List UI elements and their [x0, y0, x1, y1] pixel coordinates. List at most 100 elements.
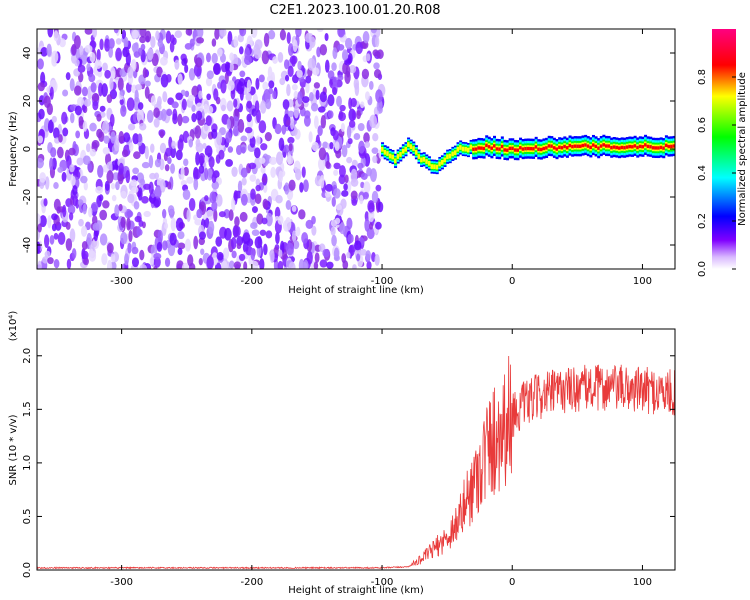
heatmap-cell — [219, 29, 227, 37]
heatmap-cell — [477, 146, 481, 150]
heatmap-cell — [118, 203, 123, 212]
heatmap-cell — [341, 253, 347, 264]
heatmap-cell — [278, 170, 284, 183]
heatmap-cell — [221, 260, 228, 269]
heatmap-cell — [364, 218, 370, 232]
heatmap-cell — [354, 240, 362, 251]
heatmap-cell — [394, 158, 398, 164]
heatmap-cell — [180, 180, 187, 187]
heatmap-cell — [203, 103, 209, 114]
heatmap-cell — [250, 260, 259, 269]
heatmap-cell — [184, 238, 191, 252]
heatmap-cell — [241, 146, 246, 154]
heatmap-cell — [519, 146, 523, 150]
heatmap-cell — [154, 158, 161, 168]
heatmap-cell — [164, 257, 171, 267]
heatmap-cell — [51, 50, 59, 64]
heatmap-cell — [183, 158, 189, 167]
heatmap-cell — [250, 188, 256, 200]
heatmap-cell — [106, 170, 114, 184]
heatmap-cell — [372, 133, 379, 142]
heatmap-cell — [86, 232, 92, 246]
heatmap-cell — [39, 215, 47, 228]
heatmap-cell — [286, 155, 294, 165]
heatmap-cell — [68, 147, 76, 156]
heatmap-cell — [139, 122, 147, 131]
heatmap-cell — [131, 186, 139, 194]
heatmap-cell — [396, 154, 400, 159]
heatmap-cell — [49, 86, 54, 100]
heatmap-cell — [209, 191, 217, 204]
heatmap-cell — [259, 157, 266, 164]
heatmap-cell — [227, 79, 235, 91]
heatmap-cell — [615, 145, 619, 150]
x-tick-label: -300 — [110, 577, 133, 588]
heatmap-cell — [137, 102, 144, 110]
heatmap-cell — [162, 208, 167, 219]
heatmap-cell — [317, 106, 326, 113]
heatmap-cell — [335, 148, 342, 159]
heatmap-cell — [332, 87, 337, 95]
heatmap-cell — [71, 43, 77, 56]
heatmap-cell — [623, 146, 627, 150]
heatmap-cell — [667, 144, 671, 149]
heatmap-cell — [646, 144, 650, 149]
heatmap-cell — [47, 215, 52, 229]
heatmap-cell — [92, 29, 98, 38]
heatmap-cell — [334, 141, 340, 151]
heatmap-cell — [153, 252, 162, 260]
heatmap-cell — [96, 48, 101, 62]
heatmap-cell — [552, 146, 556, 150]
heatmap-cell — [322, 141, 329, 149]
heatmap-cell — [571, 144, 575, 149]
heatmap-cell — [293, 90, 299, 100]
heatmap-cell — [239, 29, 245, 35]
heatmap-cell — [516, 148, 520, 152]
heatmap-cell — [532, 147, 536, 151]
heatmap-cell — [291, 55, 296, 67]
heatmap-cell — [232, 126, 239, 137]
heatmap-cell — [171, 140, 176, 149]
heatmap-cell — [359, 194, 364, 205]
heatmap-cell — [356, 253, 361, 262]
heatmap-cell — [332, 76, 338, 85]
heatmap-cell — [375, 89, 383, 103]
heatmap-cell — [127, 193, 135, 204]
heatmap-cell — [287, 136, 295, 144]
heatmap-cell — [297, 91, 303, 105]
heatmap-cell — [224, 61, 231, 72]
heatmap-cell — [244, 47, 251, 61]
heatmap-cell — [156, 66, 163, 78]
heatmap-cell — [339, 222, 346, 235]
heatmap-cell — [118, 162, 124, 175]
heatmap-cell — [239, 211, 248, 222]
heatmap-cell — [327, 70, 335, 80]
heatmap-cell — [261, 176, 268, 184]
heatmap-cell — [90, 82, 97, 93]
heatmap-cell — [75, 130, 81, 139]
heatmap-cell — [409, 144, 413, 149]
heatmap-cell — [41, 256, 49, 264]
heatmap-cell — [91, 215, 98, 226]
heatmap-cell — [287, 43, 294, 57]
x-tick-label: 0 — [509, 276, 515, 287]
heatmap-cell — [37, 58, 44, 70]
heatmap-cell — [237, 119, 245, 133]
heatmap-cell — [72, 185, 78, 196]
y-tick-label: 2.0 — [22, 348, 33, 364]
colorbar-tick-label: 0.2 — [697, 213, 708, 229]
spectrogram-x-label: Height of straight line (km) — [288, 285, 424, 296]
heatmap-cell — [206, 255, 214, 269]
heatmap-cell — [188, 138, 194, 148]
heatmap-cell — [612, 145, 616, 149]
heatmap-cell — [195, 110, 203, 121]
x-tick-label: -300 — [110, 276, 133, 287]
heatmap-cell — [285, 200, 292, 210]
heatmap-cell — [194, 125, 202, 139]
heatmap-cell — [337, 43, 345, 51]
y-tick-label: 0 — [22, 146, 33, 152]
heatmap-cell — [185, 29, 193, 36]
heatmap-cell — [303, 259, 309, 269]
heatmap-cell — [66, 258, 72, 269]
